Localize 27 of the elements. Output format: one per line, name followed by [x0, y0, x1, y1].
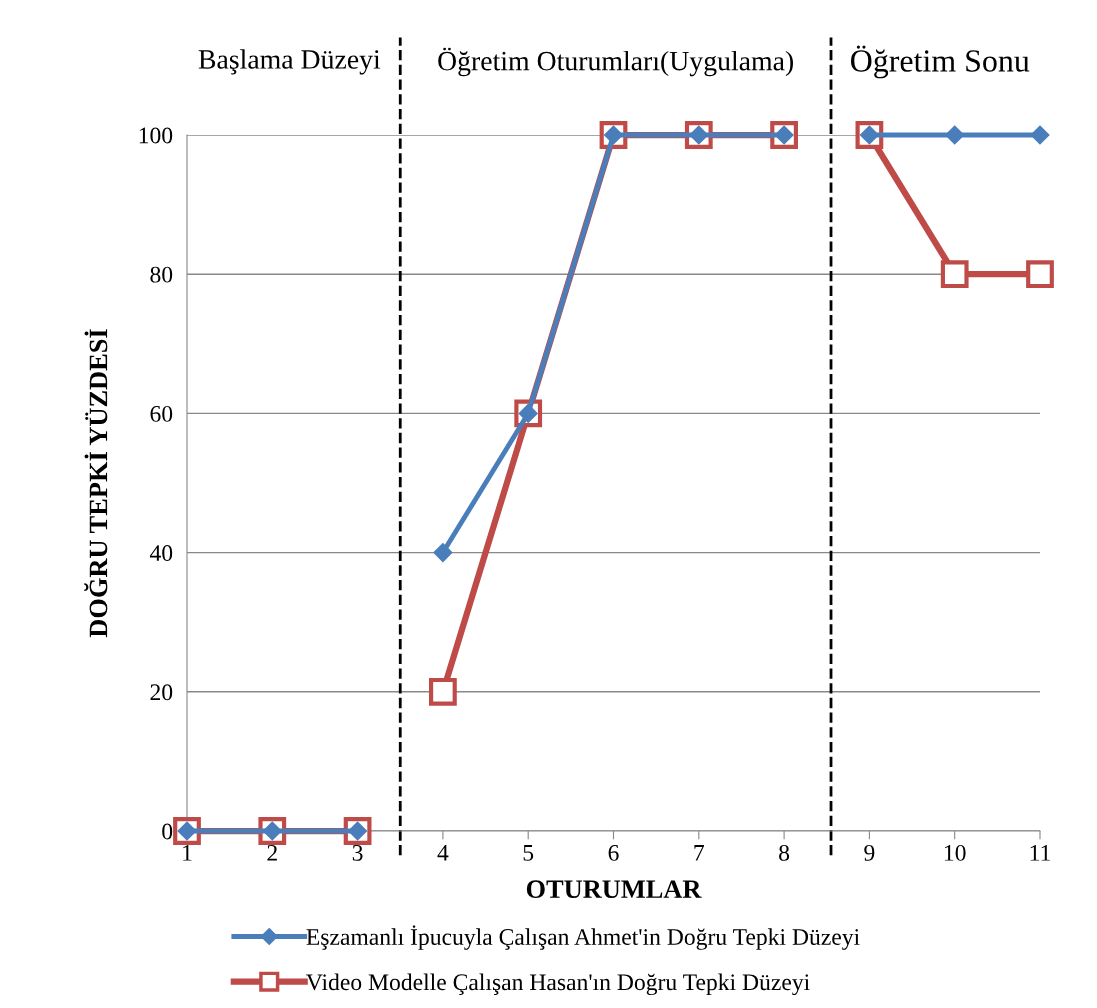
point [1026, 260, 1054, 289]
x-tick-label: 8 [779, 844, 790, 861]
x-tick-label: 5 [523, 845, 534, 861]
point [940, 260, 969, 289]
text: Başlama Düzeyi [198, 49, 381, 75]
x-tick-label: 3 [352, 844, 363, 861]
text: Öğretim Oturumları(Uygulama) [438, 47, 793, 77]
text: Öğretim Sonu [851, 45, 1030, 79]
point [1030, 125, 1050, 145]
y-tick-label: 100 [139, 127, 173, 144]
x-axis-title: OTURUMLAR [526, 880, 702, 899]
y-tick-label: 0 [162, 823, 173, 840]
x-tick-label: 7 [694, 845, 705, 861]
x-tick-label: 10 [944, 844, 966, 861]
y-axis-title: DOĞRU TEPKİ YÜZDESİ [84, 329, 108, 638]
x-tick-label: 2 [267, 844, 277, 861]
legend-label: Video Modelle Çalışan Hasan'ın Doğru Tepki Düzeyi [306, 973, 810, 996]
y-tick-label: 60 [150, 405, 173, 422]
x-tick-label: 4 [437, 845, 449, 861]
y-tick-label: 80 [150, 266, 173, 283]
legend-label: Eşzamanlı İpucuyla Çalışan Ahmet'in Doğru Tepki Düzeyi [306, 925, 860, 950]
x-tick-label: 6 [608, 844, 619, 861]
y-tick-label: 20 [150, 684, 173, 701]
x-tick-label: 11 [1030, 844, 1050, 861]
y-tick-label: 40 [149, 545, 173, 562]
x-tick-label: 1 [183, 844, 192, 861]
x-tick-label: 9 [864, 844, 875, 861]
